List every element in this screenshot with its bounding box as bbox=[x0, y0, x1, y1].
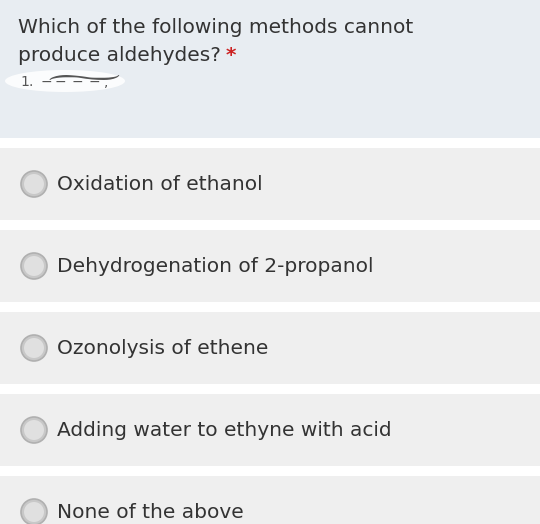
Text: *: * bbox=[219, 46, 237, 65]
Circle shape bbox=[24, 174, 44, 194]
Circle shape bbox=[21, 499, 47, 524]
FancyBboxPatch shape bbox=[0, 230, 540, 302]
Circle shape bbox=[21, 335, 47, 361]
Circle shape bbox=[24, 502, 44, 522]
FancyBboxPatch shape bbox=[0, 466, 540, 476]
FancyBboxPatch shape bbox=[0, 148, 540, 220]
FancyBboxPatch shape bbox=[0, 312, 540, 384]
Text: produce aldehydes?: produce aldehydes? bbox=[18, 46, 221, 65]
FancyBboxPatch shape bbox=[0, 138, 540, 148]
Text: Which of the following methods cannot: Which of the following methods cannot bbox=[18, 18, 413, 37]
Circle shape bbox=[21, 417, 47, 443]
Text: Oxidation of ethanol: Oxidation of ethanol bbox=[57, 174, 262, 193]
Text: Dehydrogenation of 2-propanol: Dehydrogenation of 2-propanol bbox=[57, 257, 374, 276]
FancyBboxPatch shape bbox=[0, 476, 540, 524]
Circle shape bbox=[24, 256, 44, 276]
FancyBboxPatch shape bbox=[0, 394, 540, 466]
FancyBboxPatch shape bbox=[0, 220, 540, 230]
Text: Adding water to ethyne with acid: Adding water to ethyne with acid bbox=[57, 420, 392, 440]
Text: None of the above: None of the above bbox=[57, 503, 244, 521]
FancyBboxPatch shape bbox=[0, 302, 540, 312]
Circle shape bbox=[21, 171, 47, 197]
Text: Ozonolysis of ethene: Ozonolysis of ethene bbox=[57, 339, 268, 357]
Circle shape bbox=[24, 420, 44, 440]
Ellipse shape bbox=[5, 70, 125, 92]
Circle shape bbox=[24, 338, 44, 358]
FancyBboxPatch shape bbox=[0, 384, 540, 394]
FancyBboxPatch shape bbox=[0, 0, 540, 138]
Circle shape bbox=[21, 253, 47, 279]
Text: $\mathit{1.\ \widetilde{----,}}$: $\mathit{1.\ \widetilde{----,}}$ bbox=[20, 73, 121, 91]
